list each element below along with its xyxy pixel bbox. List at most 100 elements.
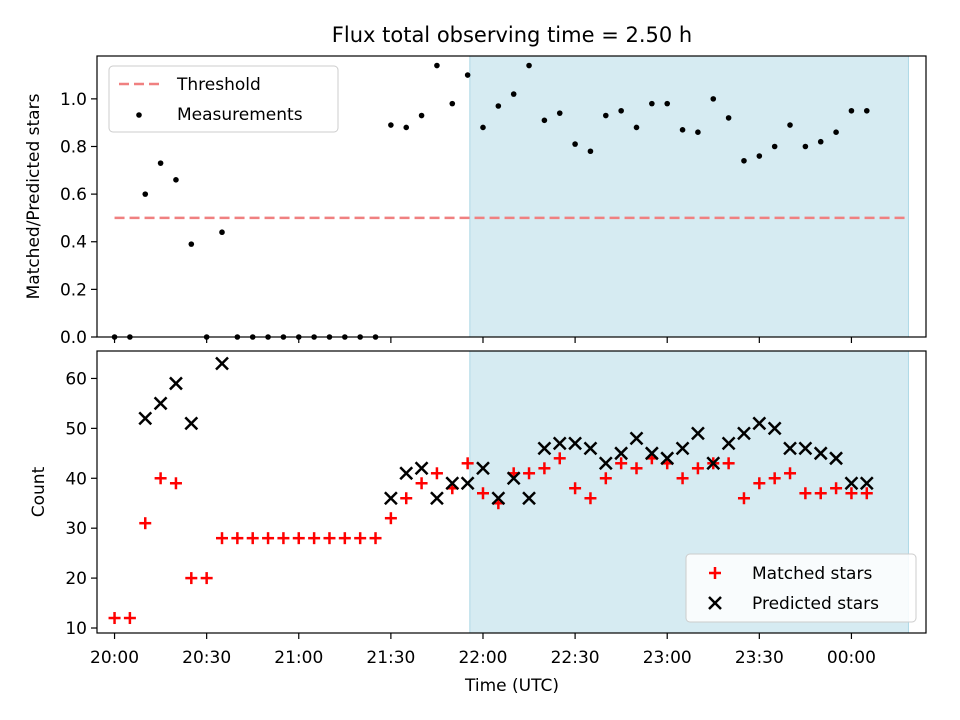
matched-star-marker [430,467,443,480]
top-y-axis-label: Matched/Predicted stars [24,93,44,299]
top-y-tick-label: 0.6 [60,185,87,205]
matched-star-marker [737,492,750,505]
measurement-point [679,127,686,133]
predicted-star-marker [460,476,475,491]
matched-star-marker [246,532,259,545]
predicted-star-marker [660,451,675,466]
measurement-point [802,143,809,150]
predicted-star-marker [445,476,460,491]
predicted-star-marker [537,441,552,456]
matched-star-marker [292,532,305,545]
x-tick-label: 21:30 [366,648,415,668]
predicted-star-marker [706,456,721,471]
top-panel: 0.0 0.2 0.4 0.6 0.8 1.0 Matched/Predicted sta… [24,55,927,348]
measurement-point [556,110,563,116]
matched-star-marker [384,512,397,525]
measurement-point [833,129,839,136]
matched-star-marker [262,532,275,545]
matched-star-marker [860,487,873,500]
measurement-point [603,112,609,119]
matched-star-marker [200,572,213,585]
measurement-point [710,96,717,102]
top-y-tick-label: 0.2 [60,280,87,300]
legend-matched-swatch [709,567,721,579]
measurement-point [173,177,179,183]
bottom-y-tick-label: 50 [65,419,87,439]
matched-star-marker [799,487,812,500]
top-y-tick-label: 0.4 [60,233,87,253]
matched-star-marker [154,472,167,485]
predicted-star-marker [568,436,582,451]
matched-star-marker [753,477,766,490]
matched-star-marker [768,472,781,485]
measurement-point [633,124,640,131]
measurement-point [434,62,440,69]
matched-star-marker [338,532,351,545]
measurement-point [495,103,502,109]
measurement-point [418,112,425,119]
x-tick-label: 21:00 [274,648,323,668]
predicted-star-marker [859,476,874,491]
measurement-point [510,91,517,97]
chart-title: Flux total observing time = 2.50 h [332,23,692,47]
matched-star-marker [691,462,704,475]
matched-star-marker [814,487,827,500]
predicted-star-marker [184,416,199,431]
predicted-star-marker [476,461,490,476]
matched-star-marker [615,457,628,470]
measurement-point [541,117,548,124]
x-tick-label: 20:00 [90,648,139,668]
predicted-star-marker [491,491,506,506]
predicted-star-marker [383,491,398,506]
matched-star-marker [185,572,198,585]
measurement-point [464,72,471,78]
measurement-point [157,160,164,166]
measurement-point [403,124,410,131]
x-tick-label: 00:00 [827,648,876,668]
measurement-point [142,191,149,197]
predicted-star-marker [522,491,536,506]
x-tick-label: 23:30 [735,648,784,668]
measurement-point [787,122,793,128]
measurement-point [572,141,578,147]
top-legend: Threshold Measurements [108,65,339,133]
predicted-star-marker [215,356,229,371]
top-plot-frame [96,55,927,338]
measurement-point [725,115,732,121]
predicted-star-marker [737,426,751,441]
predicted-star-marker [783,441,797,456]
matched-star-marker [308,532,321,545]
matched-star-marker [108,612,121,625]
predicted-star-marker [644,446,659,461]
predicted-star-marker [138,411,153,426]
predicted-star-marker [752,416,767,431]
legend-measurements-label: Measurements [177,105,303,125]
measurement-point [817,138,824,145]
matched-star-marker [523,467,536,480]
predicted-star-marker [829,451,843,466]
predicted-star-marker [169,376,183,391]
matched-star-marker [599,472,612,485]
predicted-star-marker [844,476,859,491]
measurement-point [618,107,624,114]
predicted-star-marker [414,461,429,476]
legend-threshold-label: Threshold [176,75,261,95]
matched-star-marker [231,532,244,545]
matched-star-marker [415,477,428,490]
matched-star-marker [630,462,643,475]
measurement-point [388,122,394,128]
matched-star-marker [722,457,735,470]
measurement-point [695,129,701,136]
measurement-point [756,153,763,159]
matched-star-marker [584,492,597,505]
predicted-star-marker [614,446,629,461]
bottom-y-tick-label: 30 [65,519,87,539]
bottom-y-tick-label: 20 [65,569,87,589]
legend-matched-label: Matched stars [752,564,872,584]
measurement-point [771,143,778,150]
measurement-point [848,107,855,114]
predicted-star-marker [153,396,168,411]
bottom-plot-frame [96,350,927,634]
matched-star-marker [169,477,182,490]
legend-predicted-swatch [708,596,722,610]
